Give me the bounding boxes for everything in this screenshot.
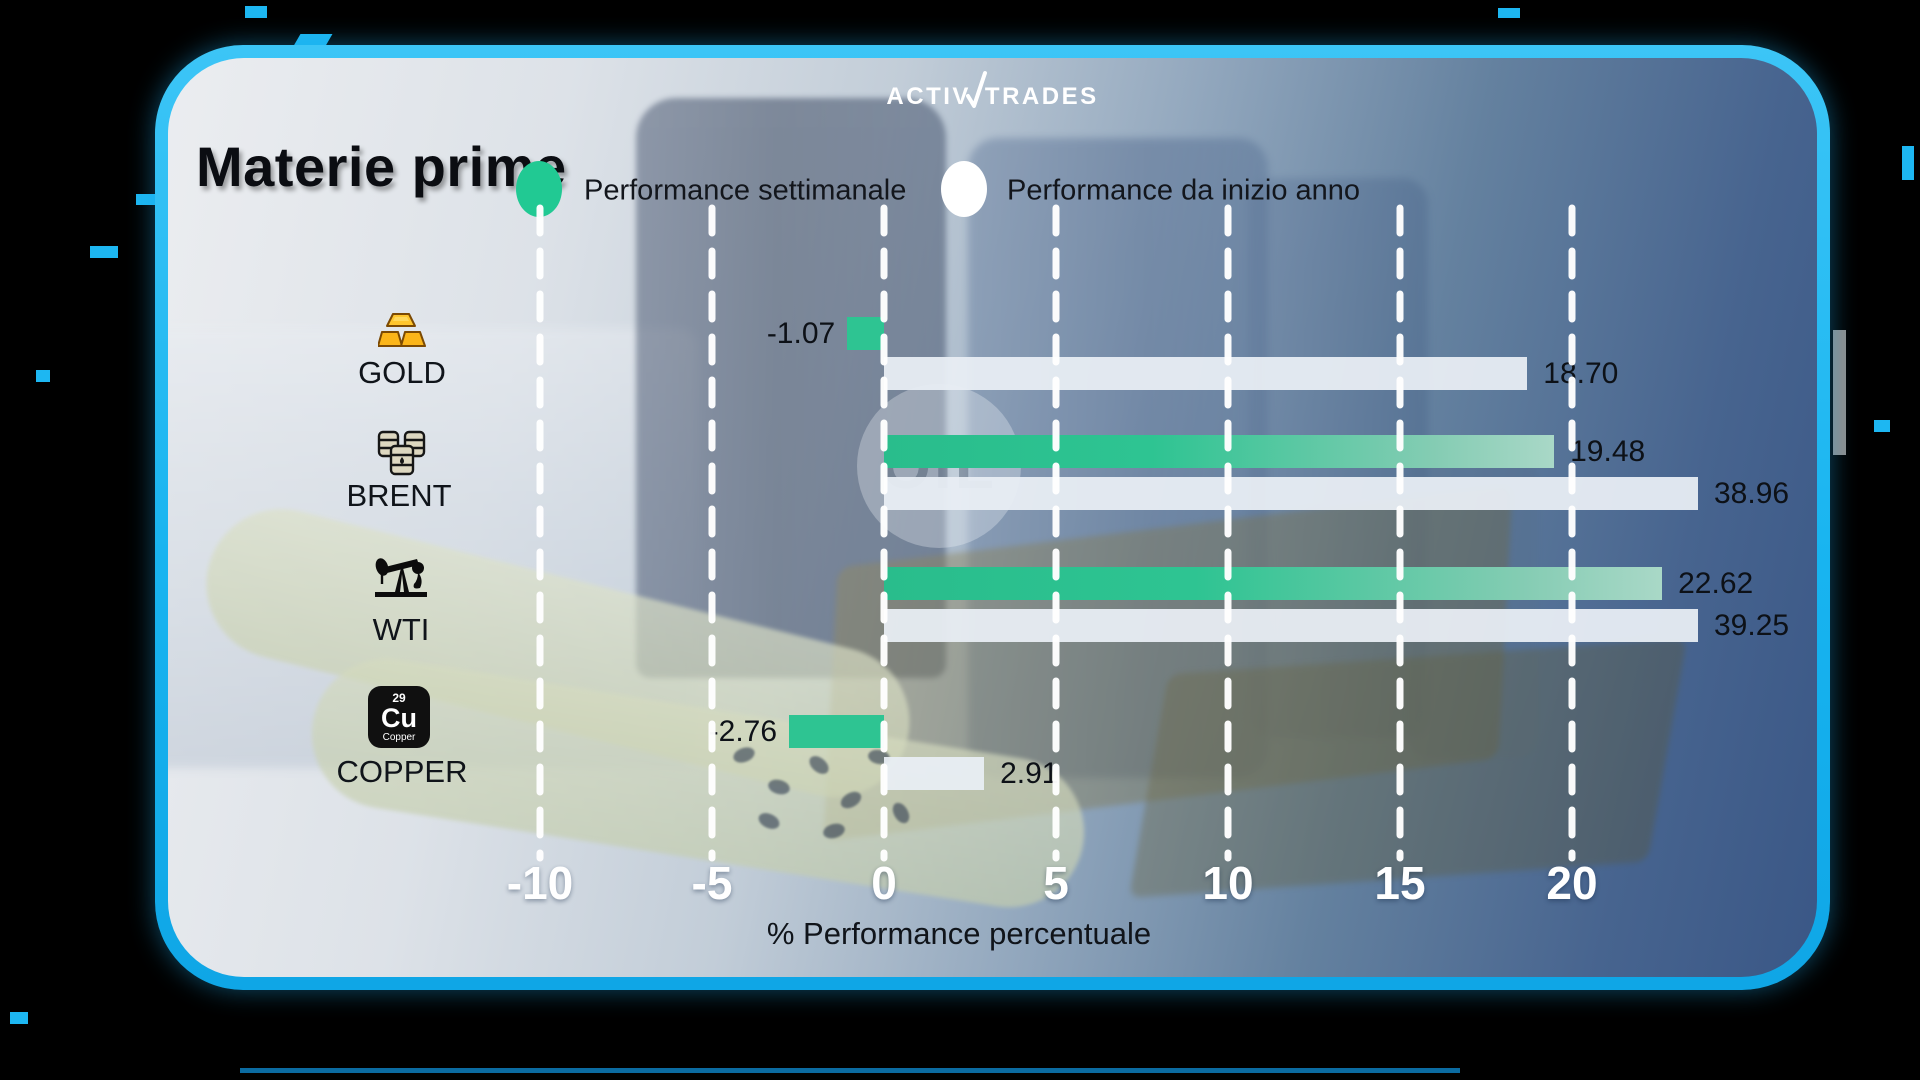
x-tick--10: -10 [506, 857, 574, 909]
glitch-artifact [90, 246, 118, 258]
x-axis-title: % Performance percentuale [766, 916, 1152, 951]
x-tick-20: 20 [1546, 857, 1598, 909]
infographic-card: OIL ActivTrades Materie prime Performanc… [155, 45, 1830, 990]
value-label-brent-ytd: 38.96 [1714, 476, 1790, 510]
copper-name: Copper [382, 731, 416, 743]
x-tick--5: -5 [691, 857, 733, 909]
logo-check-icon [965, 71, 987, 108]
logo-word-activ: Activ [886, 74, 971, 112]
glitch-artifact [36, 370, 50, 382]
bar-brent-weekly [884, 435, 1555, 468]
x-tick-15: 15 [1374, 857, 1426, 909]
bar-gold-ytd [884, 357, 1528, 390]
bar-wti-ytd [884, 609, 1698, 642]
x-tick-0: 0 [871, 857, 897, 909]
value-label-gold-ytd: 18.70 [1543, 356, 1619, 390]
copper-symbol: Cu [381, 702, 417, 733]
x-axis-ticks: -10 -5 0 5 10 15 20 [168, 58, 1817, 977]
copper-atomic-number: 29 [392, 690, 406, 705]
glitch-artifact [136, 194, 160, 205]
logo-word-trades: Trades [984, 74, 1099, 112]
bar-chart: -1.07 18.70 19.48 38.96 22.62 39.25 -2.76 2.91 … [168, 58, 1817, 977]
glitch-artifact [240, 1068, 1460, 1073]
bar-brent-ytd [884, 477, 1698, 510]
x-tick-5: 5 [1043, 857, 1069, 909]
category-label-wti: WTI [372, 612, 430, 647]
category-label-gold: GOLD [358, 355, 446, 390]
glitch-artifact [1902, 146, 1914, 180]
bar-wti-weekly [884, 567, 1663, 600]
value-label-wti-ytd: 39.25 [1714, 608, 1790, 642]
page-title: Materie prime [196, 135, 567, 198]
glitch-artifact [1833, 330, 1846, 455]
value-label-wti-weekly: 22.62 [1678, 566, 1754, 600]
glitch-artifact [245, 6, 267, 18]
chart-panel: OIL ActivTrades Materie prime Performanc… [168, 58, 1817, 977]
legend-label-ytd: Performance da inizio anno [1007, 174, 1361, 207]
gold-bars-icon [378, 313, 426, 347]
legend-dot-ytd [941, 161, 987, 217]
legend-label-weekly: Performance settimanale [584, 174, 907, 207]
x-tick-10: 10 [1202, 857, 1254, 909]
glitch-artifact [1874, 420, 1890, 432]
glitch-artifact [1498, 8, 1520, 18]
category-label-brent: BRENT [346, 478, 452, 513]
copper-element-icon: 29 Cu Copper [368, 686, 430, 748]
category-label-copper: COPPER [336, 754, 468, 789]
activtrades-logo: Activ Trades [168, 70, 1817, 116]
value-label-brent-weekly: 19.48 [1570, 434, 1646, 468]
glitch-artifact [10, 1012, 28, 1024]
oil-barrels-icon [377, 430, 426, 476]
oil-pump-icon [375, 558, 427, 597]
